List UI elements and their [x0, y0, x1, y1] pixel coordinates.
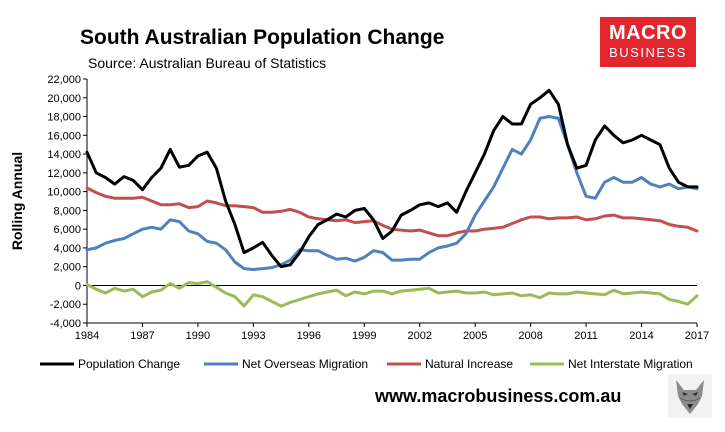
y-tick-label: 18,000 — [47, 112, 81, 124]
y-tick-label: 20,000 — [47, 93, 81, 105]
y-tick-label: 2,000 — [53, 262, 81, 274]
x-tick-label: 2014 — [629, 330, 653, 342]
chart-axes: -4,000 -2,000 0 2,000 4,000 6,000 8,000 10,000 1… — [9, 74, 709, 342]
y-tick-label: 14,000 — [47, 149, 81, 161]
series-line-net-interstate-migration — [85, 280, 699, 308]
wolf-logo-icon — [668, 374, 712, 418]
legend-label: Net Overseas Migration — [242, 357, 368, 371]
y-tick-label: -4,000 — [50, 318, 81, 330]
x-tick-label: 2008 — [518, 330, 542, 342]
x-tick-label: 1996 — [297, 330, 321, 342]
footer-url: www.macrobusiness.com.au — [375, 386, 622, 406]
x-tick-label: 1990 — [186, 330, 210, 342]
y-axis-label: Rolling Annual — [9, 152, 25, 250]
legend-label: Net Interstate Migration — [568, 357, 693, 371]
y-tick-label: 10,000 — [47, 187, 81, 199]
y-tick-label: 8,000 — [53, 205, 81, 217]
page-title: South Australian Population Change — [80, 26, 445, 49]
chart-subtitle: Source: Australian Bureau of Statistics — [88, 55, 327, 71]
y-tick-label: 4,000 — [53, 243, 81, 255]
series-line-net-overseas-migration — [85, 115, 699, 271]
x-tick-label: 2011 — [574, 330, 598, 342]
y-tick-label: 16,000 — [47, 130, 81, 142]
x-tick-label: 1999 — [352, 330, 376, 342]
series-line-population-change — [85, 88, 699, 269]
chart-legend: Population Change Net Overseas Migration N… — [40, 357, 693, 371]
y-tick-label: 0 — [75, 280, 81, 292]
x-tick-label: 2017 — [685, 330, 709, 342]
y-tick-label: 22,000 — [47, 74, 81, 86]
y-tick-label: 6,000 — [53, 224, 81, 236]
x-tick-label: 2005 — [463, 330, 487, 342]
legend-label: Population Change — [78, 357, 180, 371]
x-tick-label: 1984 — [75, 330, 99, 342]
macrobusiness-logo: MACRO BUSINESS — [600, 17, 696, 67]
logo-line-2: BUSINESS — [609, 45, 687, 60]
x-tick-label: 2002 — [407, 330, 431, 342]
y-tick-label: 12,000 — [47, 168, 81, 180]
y-tick-label: -2,000 — [50, 299, 81, 311]
x-tick-label: 1987 — [130, 330, 154, 342]
logo-line-1: MACRO — [608, 22, 688, 44]
legend-label: Natural Increase — [425, 357, 513, 371]
chart-series — [85, 88, 699, 308]
x-tick-label: 1993 — [241, 330, 265, 342]
